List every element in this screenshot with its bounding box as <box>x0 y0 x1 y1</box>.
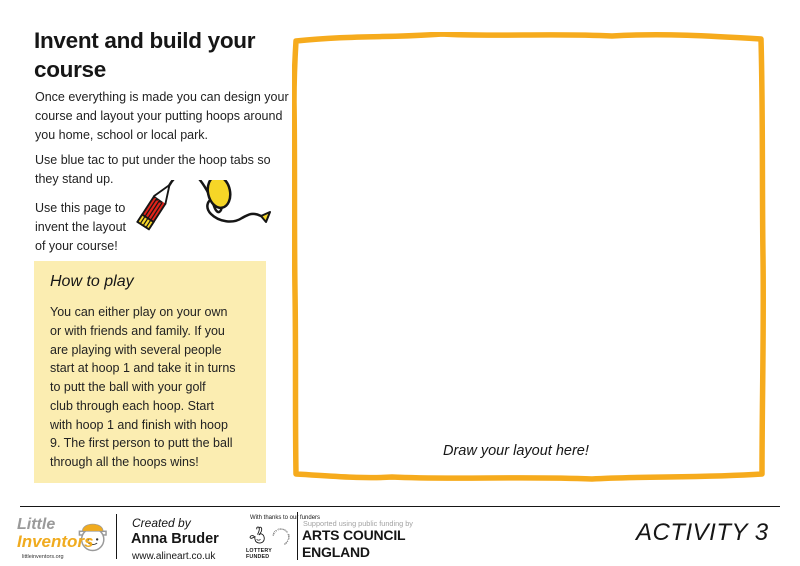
svg-text:ARTS COUNCIL ENGLAND: ARTS COUNCIL ENGLAND <box>272 529 289 545</box>
